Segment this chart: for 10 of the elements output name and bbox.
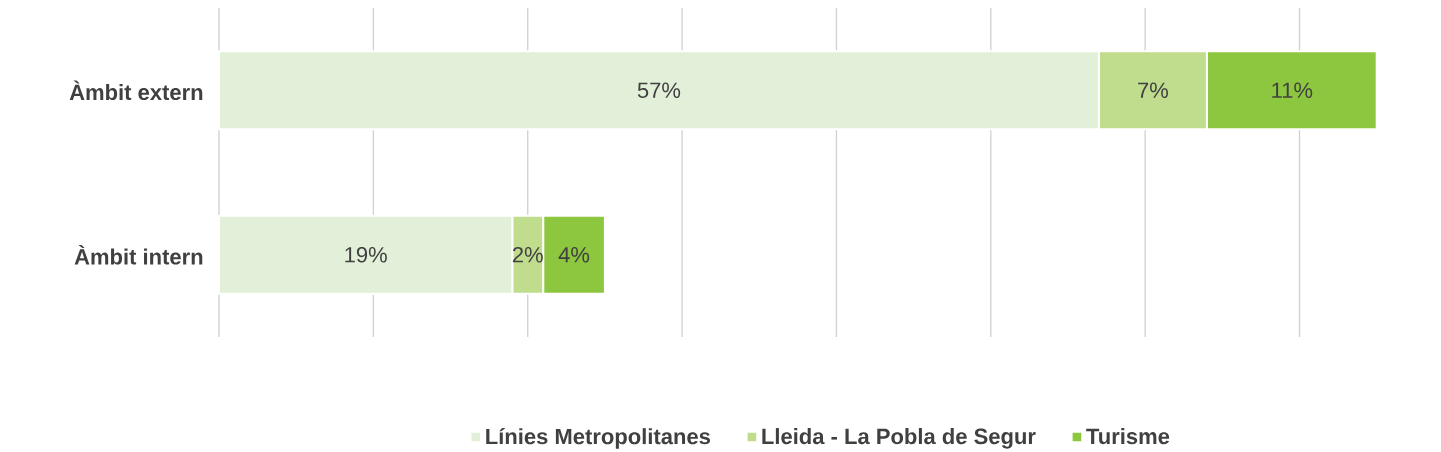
data-label: 57% (637, 82, 681, 98)
y-tick-label: Àmbit extern (69, 80, 203, 101)
y-tick-label: Àmbit intern (74, 244, 203, 265)
legend-label: Lleida - La Pobla de Segur (762, 428, 1036, 449)
data-label: 7% (1138, 82, 1168, 98)
data-label: 11% (1272, 82, 1313, 98)
data-label: 4% (558, 247, 590, 263)
legend-label: Línies Metropolitanes (486, 427, 710, 449)
legend-label: Turisme (1086, 428, 1170, 445)
data-label: 19% (345, 246, 387, 263)
